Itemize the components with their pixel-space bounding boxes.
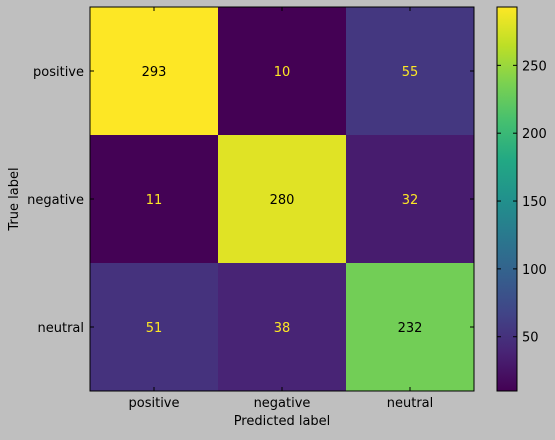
x-tick-label: negative [254, 396, 311, 411]
colorbar [496, 6, 518, 392]
heatmap-cells [90, 7, 474, 391]
heatmap-cell [90, 135, 218, 263]
colorbar-tick-label: 100 [522, 263, 547, 278]
cell-value-label: 32 [402, 193, 419, 208]
y-tick-label: neutral [38, 321, 85, 336]
x-axis-label: Predicted label [234, 414, 331, 429]
cell-value-label: 293 [142, 65, 167, 80]
y-axis-label: True label [7, 167, 22, 231]
colorbar-tick-label: 50 [522, 331, 539, 346]
cell-value-labels: 293 10 55 11 280 32 51 38 232 [142, 65, 423, 336]
x-tick-label: positive [129, 396, 180, 411]
heatmap-cell [346, 263, 474, 391]
y-tick-label: positive [33, 65, 84, 80]
colorbar-ticks: 50 100 150 200 250 [497, 59, 547, 346]
x-tick-label: neutral [387, 396, 434, 411]
cell-value-label: 38 [274, 321, 291, 336]
heatmap-cell [218, 135, 346, 263]
cell-value-label: 10 [274, 65, 291, 80]
colorbar-tick-label: 200 [522, 127, 547, 142]
heatmap-cell [346, 135, 474, 263]
heatmap-cell [90, 263, 218, 391]
colorbar-tick-label: 150 [522, 195, 547, 210]
cell-value-label: 280 [270, 193, 295, 208]
y-axis-ticks: positive negative neutral [27, 65, 474, 336]
heatmap-cell [90, 7, 218, 135]
cell-value-label: 11 [146, 193, 163, 208]
heatmap-cell [218, 7, 346, 135]
cell-value-label: 51 [146, 321, 163, 336]
colorbar-tick-label: 250 [522, 59, 547, 74]
cell-value-label: 232 [398, 321, 423, 336]
x-axis-ticks: positive negative neutral [129, 7, 434, 411]
cell-value-label: 55 [402, 65, 419, 80]
heatmap-cell [218, 263, 346, 391]
y-tick-label: negative [27, 193, 84, 208]
heatmap-cell [346, 7, 474, 135]
